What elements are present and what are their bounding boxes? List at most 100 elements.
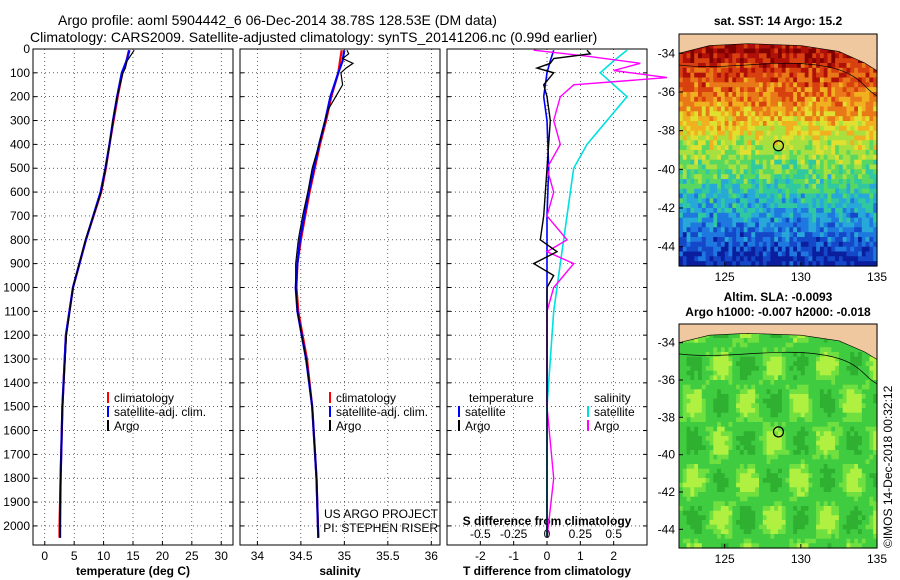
sla-map-cell <box>762 482 768 488</box>
sla-map-cell <box>800 375 806 381</box>
temperature-x-tick-label: 0 <box>41 549 48 563</box>
sst-map-cell <box>679 232 684 238</box>
sla-map-cell <box>713 384 718 390</box>
sst-map-cell <box>701 67 707 74</box>
sla-map-cell <box>869 454 874 460</box>
sla-map-cell <box>679 380 684 386</box>
sst-map-cell <box>819 217 825 224</box>
sla-map-cell <box>869 459 874 465</box>
sst-map-cell <box>751 72 756 79</box>
sla-map-cell <box>743 408 749 414</box>
sla-map-cell <box>854 450 859 456</box>
sst-map-cell <box>755 208 760 214</box>
sla-map-cell <box>682 464 688 470</box>
sla-map-cell <box>823 375 829 381</box>
sst-map-cell <box>793 72 798 79</box>
sla-map-cell <box>686 338 691 344</box>
sst-map-cell <box>861 246 867 253</box>
sla-map-cell <box>865 422 870 428</box>
sst-map-cell <box>743 212 749 219</box>
sdiff-tick-label: 0.5 <box>605 527 622 541</box>
sla-map-cell <box>755 464 760 470</box>
sst-map-cell <box>812 135 817 141</box>
sla-map-cell <box>698 459 703 465</box>
sst-map-cell <box>812 87 817 93</box>
sla-map-cell <box>842 487 848 493</box>
sla-map-cell <box>770 436 775 442</box>
sst-map-cell <box>793 96 798 103</box>
sst-map-cell <box>705 227 711 233</box>
sla-map-cell <box>743 468 749 474</box>
sst-map-cell <box>770 198 775 204</box>
sst-map-cell <box>713 179 718 185</box>
sst-map-cell <box>717 246 722 253</box>
sla-map-cell <box>747 408 752 414</box>
sla-map-cell <box>717 496 722 502</box>
sst-map-cell <box>800 82 806 88</box>
sla-map-cell <box>850 398 855 404</box>
sst-map-cell <box>698 140 703 146</box>
sla-map-cell <box>724 431 730 437</box>
sst-map-cell <box>816 174 821 180</box>
sst-map-cell <box>728 246 733 253</box>
sla-map-cell <box>827 445 832 451</box>
sla-map-cell <box>732 436 737 442</box>
sla-map-cell <box>778 342 783 348</box>
sst-map-cell <box>778 217 783 224</box>
sst-map-cell <box>873 169 878 175</box>
sla-map-cell <box>842 370 848 376</box>
sst-map-cell <box>842 183 848 190</box>
sla-map-cell <box>781 356 787 362</box>
sst-map-cell <box>698 150 703 156</box>
sst-map-cell <box>720 251 726 257</box>
sst-map-cell <box>766 217 771 224</box>
sst-map-cell <box>842 256 848 262</box>
sla-map-cell <box>717 445 722 451</box>
sst-map-cell <box>762 227 768 233</box>
sst-map-cell <box>747 154 752 161</box>
sst-map-cell <box>823 145 829 151</box>
sst-map-cell <box>835 92 840 98</box>
sla-map-cell <box>736 431 741 437</box>
sla-map-cell <box>736 482 741 488</box>
sla-map-cell <box>865 412 870 418</box>
sst-map-cell <box>732 188 737 195</box>
sst-map-cell <box>869 198 874 204</box>
sla-map-cell <box>793 342 798 348</box>
sst-map-cell <box>797 241 802 248</box>
sla-map-cell <box>774 356 779 362</box>
sla-map-cell <box>808 389 813 395</box>
sla-map-cell <box>739 366 745 372</box>
sla-map-cell <box>865 459 870 465</box>
sla-map-cell <box>808 342 813 348</box>
sla-map-cell <box>755 506 760 512</box>
sst-map-cell <box>873 256 878 262</box>
sst-map-cell <box>854 241 859 248</box>
sst-map-cell <box>736 77 741 83</box>
sla-map-cell <box>701 482 707 488</box>
sst-map-cell <box>823 140 829 146</box>
sla-map-cell <box>736 515 741 521</box>
sla-map-cell <box>873 408 878 414</box>
sst-map-cell <box>873 261 878 267</box>
sst-map-cell <box>690 232 695 238</box>
sla-map-cell <box>793 478 798 484</box>
sst-map-cell <box>781 256 787 262</box>
sdiff-tick-label: -0.25 <box>500 527 528 541</box>
sst-map-cell <box>831 140 836 146</box>
sst-map-cell <box>713 217 718 224</box>
sla-map-cell <box>766 487 771 493</box>
sst-map-cell <box>774 198 779 204</box>
sst-map-cell <box>701 63 707 69</box>
sla-map-cell <box>690 375 695 381</box>
sst-map-cell <box>682 53 688 59</box>
sst-map-cell <box>869 101 874 108</box>
sla-map-cell <box>690 482 695 488</box>
sla-map-cell <box>861 403 867 409</box>
legend-argo-label: Argo <box>336 419 362 433</box>
sst-map-cell <box>804 130 810 137</box>
sst-map-cell <box>808 87 813 93</box>
sla-map-cell <box>690 412 695 418</box>
sla-map-cell <box>762 417 768 423</box>
sla-map-cell <box>797 361 802 367</box>
